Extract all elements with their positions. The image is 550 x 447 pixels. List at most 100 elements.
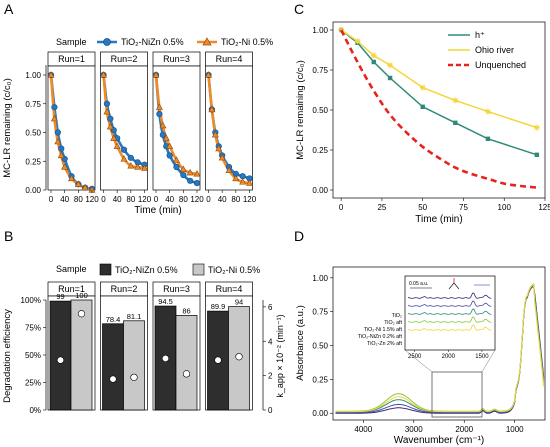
panel-b-run-3: Run=3 94.5 86 [152,281,201,411]
panel-label-b: B [4,228,13,244]
legend-b: Sample TiO₂-NiZn 0.5% TiO₂-Ni 0.5% [56,263,260,276]
panel-label-a: A [4,1,14,17]
point-ni [225,166,233,174]
series-h-point [420,104,425,109]
inset-spectrum-line [408,316,492,323]
panel-b-y-tick-label: 50% [25,351,41,360]
panel-a-plot-frame [47,65,96,191]
series-ohio-line [340,29,538,129]
panel-b-right-ticks: 0 2 4 6 [263,303,273,415]
inset-scale-label: 0.05 a.u. [409,281,428,287]
point-ni [152,71,160,78]
inset-sketch-bond-1 [448,282,455,290]
point-nizn [156,110,163,118]
legend-c-label-unq: Unquenched [475,60,526,70]
spectrum-line [335,285,545,414]
panel-c-ticks: 0 25 50 75 100 125 0.00 0.25 0.50 0.75 1.00 [312,26,550,212]
panel-b-ylabel: Degradation efficiency [2,309,13,403]
panel-d-zoom-box [431,371,483,418]
panel-b-strip-label: Run=3 [163,284,190,294]
series-h-point [485,136,491,141]
point-ni [74,180,82,187]
point-nizn [166,152,173,159]
panel-a-x-tick-label: 0 [101,195,106,204]
panel-a-x-tick-label: 40 [113,195,122,204]
panel-d-x-tick-label: 4000 [354,425,372,434]
point-ni [162,134,170,141]
inset-frame [404,275,496,351]
kapp-point [214,356,222,364]
panel-c-y-tick-label: 0.00 [312,186,328,195]
point-ni [103,107,111,115]
panel-a-x-tick-label: 80 [231,195,240,204]
point-ni [134,163,142,170]
point-ni [218,153,226,161]
panel-d-y-tick-label: 0.00 [312,409,328,418]
point-ni [113,142,121,149]
panel-b-ylabel-right: k_app × 10⁻² (min⁻¹) [275,314,285,397]
spectrum-line [335,284,545,414]
panel-b-right-tick-label: 6 [268,303,273,312]
panel-b-strip-label: Run=4 [216,284,243,294]
panel-a-x-tick-label: 0 [206,195,211,204]
panel-a-x-tick-label: 40 [165,195,174,204]
panel-d-ticks: 4000 3000 2000 1000 0.00 0.25 0.50 0.75 1.00 [312,274,524,434]
point-ni [239,178,247,185]
point-ni [204,71,213,78]
panel-a-y-tick-label: 0.00 [25,186,41,195]
legend-b-title: Sample [56,264,87,274]
panel-d-inset: 0.05 a.u. 2500 2000 1500 [404,275,496,360]
panel-a-run-3: Run=3 0 40 80 120 [152,51,204,204]
point-nizn [51,104,58,111]
panel-b-y-tick-label: 75% [25,324,41,333]
bar-ni [123,320,145,411]
point-nizn [120,146,128,153]
point-nizn [159,131,166,138]
kapp-point [182,370,191,378]
point-ni [47,71,55,78]
panel-a-x-tick-label: 120 [243,195,257,204]
panel-a-run-4: Run=4 0 40 80 120 [204,51,257,204]
bar-value-label: 100 [75,291,88,300]
point-ni [155,103,163,110]
panel-b-right-tick-label: 0 [268,406,273,415]
panel-c-x-tick-label: 100 [498,203,512,212]
legend-b-label-nizn: TiO₂-NiZn 0.5% [115,265,178,275]
inset-x-ticks: 2500 2000 1500 [408,350,489,360]
point-ni [67,174,76,182]
bar-ni [175,315,198,411]
panel-label-d: D [294,228,304,244]
panel-b-y-tick-label: 0% [29,406,41,415]
panel-c-x-tick-label: 75 [459,203,468,212]
point-ni [99,71,108,78]
panel-b-run-1: Run=199 100 [47,281,96,411]
bar-value-label: 81.1 [127,312,142,321]
panel-a-x-tick-label: 40 [218,195,227,204]
panel-a-x-tick-label: 80 [74,195,83,204]
panel-d: D 4000 3000 2000 1000 0.00 0.25 0.50 0.75 1.00 0… [294,228,546,446]
point-nizn [107,115,114,122]
legend-c-label-ohio: Ohio river [475,45,514,55]
panel-a-y-axis: 0.00 0.25 0.50 0.75 1.00 MC-LR remaining (c/… [2,65,47,195]
point-nizn [180,171,187,179]
panel-a-ylabel: MC-LR remaining (c/c₀) [2,78,13,178]
series-ohio-point [419,84,426,91]
panel-b-y-tick-label: 100% [21,296,41,305]
point-ni [120,155,128,162]
point-ni [166,142,174,149]
point-ni [215,144,223,152]
panel-a-run-1: Run=1 0 40 80 120 [47,51,99,204]
inset-label-0: TiO₂ [392,313,402,319]
panel-a-run-2: Run=2 0 40 80 120 [99,51,152,204]
panel-d-frame [332,266,546,421]
panel-a: A Sample TiO₂-NiZn 0.5% TiO₂-Ni 0.5% Run… [2,1,273,216]
series-h-point [453,120,458,125]
panel-c-y-tick-label: 1.00 [312,26,328,35]
kapp-point [109,375,117,383]
inset-spectrum-line [408,292,492,299]
point-ni [61,163,69,170]
panel-a-y-tick-label: 0.25 [25,157,41,166]
inset-label-2: TiO₂-Ni 1.5% aft [364,327,403,333]
panel-a-x-tick-label: 0 [49,195,54,204]
